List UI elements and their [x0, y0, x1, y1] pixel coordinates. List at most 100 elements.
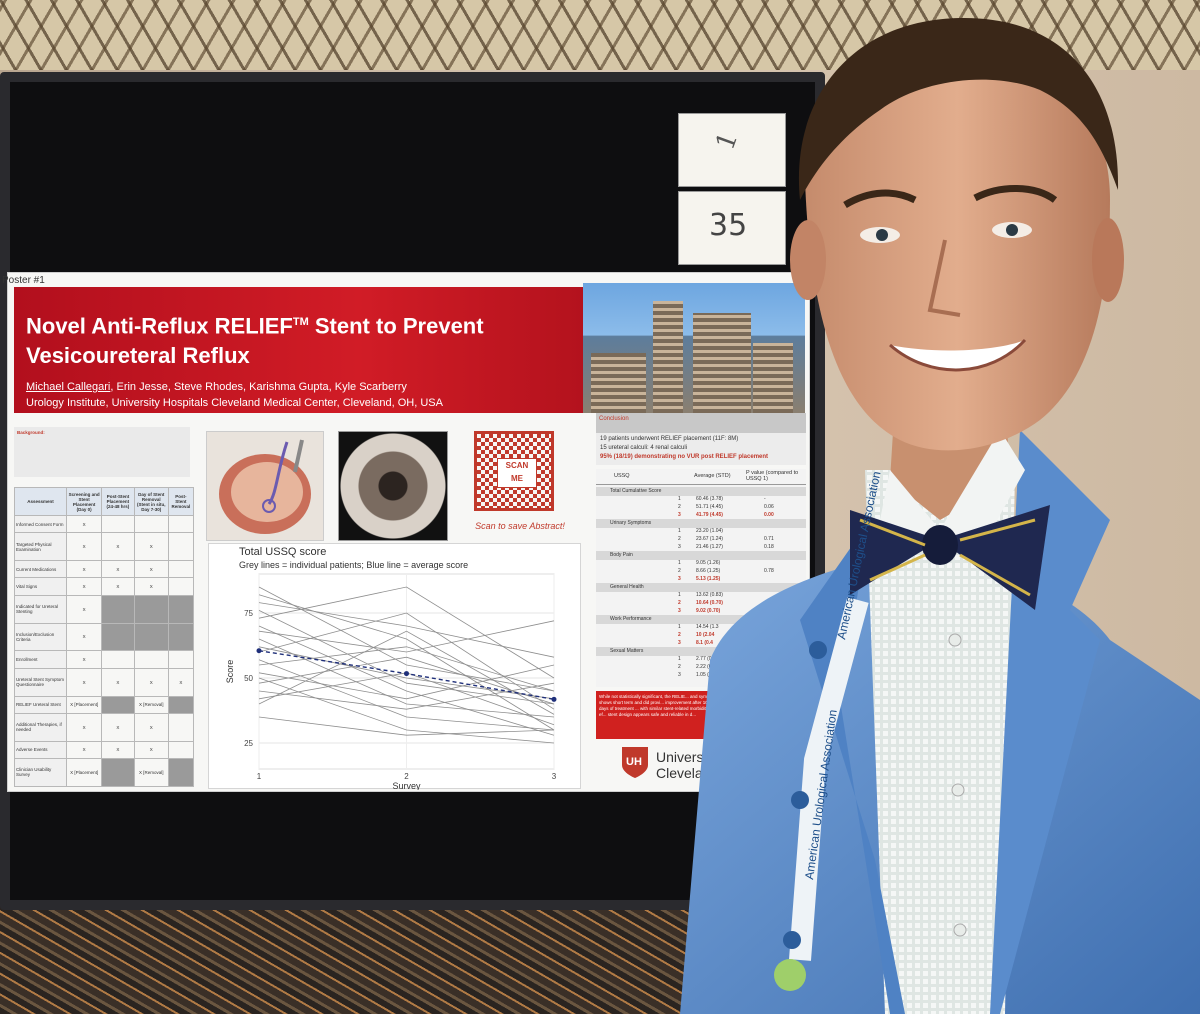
- assessment-cell: X: [65, 560, 103, 579]
- assessment-cell: Targeted Physical Examination: [14, 532, 67, 562]
- ussq-cell-avg: 9.05 (1.26): [696, 560, 721, 566]
- assessment-cell: X [Placement]: [65, 757, 103, 788]
- assessment-cell: [167, 594, 195, 624]
- qr-label: SCAN ME: [497, 458, 537, 488]
- assessment-row: Adverse Events X X X: [14, 740, 195, 759]
- assessment-row: Ureteral Stent Symptom Questionnaire X X X X: [14, 667, 195, 697]
- assessment-cell: X [Placement]: [65, 695, 103, 714]
- assessment-cell: [133, 650, 169, 669]
- coauthors: , Erin Jesse, Steve Rhodes, Karishma Gup…: [110, 381, 407, 393]
- patient-line: [258, 602, 555, 658]
- background-section: Background:: [14, 427, 190, 477]
- title-line1: Novel Anti-Reflux RELIEF: [26, 313, 293, 339]
- ussq-cell-n: 2: [678, 664, 681, 670]
- patient-line: [258, 620, 555, 653]
- ussq-cell-avg: 23.20 (1.04): [696, 528, 723, 534]
- ussq-cell-n: 1: [678, 656, 681, 662]
- ussq-row: 3 9.02 (0.70): [596, 607, 806, 616]
- ussq-row: 2 10.64 (0.70): [596, 599, 806, 608]
- assessment-cell: [101, 622, 135, 652]
- patient-line: [258, 656, 555, 705]
- assessment-col-header: Screening and Stent Placement (Day 0): [65, 487, 103, 516]
- assessment-table: Assessment Screening and Stent Placement …: [14, 487, 195, 788]
- patient-line: [258, 659, 555, 731]
- patient-line: [258, 716, 555, 736]
- assessment-cell: X: [65, 740, 103, 759]
- conclusion-line2: 15 ureteral calculi: 4 renal calculi: [600, 445, 688, 451]
- assessment-cell: X: [101, 712, 135, 742]
- assessment-cell: Vital Signs: [14, 577, 67, 596]
- presenter-person: American Urological Association American…: [680, 17, 1200, 1014]
- assessment-cell: [101, 594, 135, 624]
- ussq-section: Total Cumulative Score: [596, 487, 806, 496]
- assessment-cell: Clinician Usability Survey: [14, 757, 67, 788]
- patient-line: [258, 612, 555, 710]
- title-banner: Novel Anti-Reflux RELIEFTM Stent to Prev…: [14, 287, 589, 413]
- assessment-cell: [167, 695, 195, 714]
- ussq-cell-avg: 8.1 (0.4: [696, 640, 713, 646]
- average-point: [551, 696, 557, 702]
- ussq-cell-n: 2: [678, 536, 681, 542]
- qr-code[interactable]: SCAN ME: [474, 431, 554, 511]
- assessment-cell: [167, 712, 195, 742]
- conclusion-line1: 19 patients underwent RELIEF placement (…: [600, 436, 739, 442]
- assessment-row: RELIEF Ureteral Stent X [Placement] X [Rem…: [14, 695, 195, 714]
- anatomy-illustration: [206, 431, 324, 541]
- assessment-cell: [101, 695, 135, 714]
- ussq-cell-n: 1: [678, 624, 681, 630]
- assessment-cell: X [Removal]: [133, 757, 169, 788]
- assessment-cell: X: [65, 650, 103, 669]
- ussq-row: 1 60.46 (3.78) -: [596, 495, 806, 504]
- assessment-cell: Indicated for Ureteral Stenting: [14, 594, 67, 624]
- assessment-cell: [167, 740, 195, 759]
- ussq-h-p: P value (compared to USSQ 1): [746, 470, 799, 482]
- chart-plot: 25 50 75 1 2 3 Survey Score: [225, 573, 557, 790]
- assessment-row: Targeted Physical Examination X X X: [14, 532, 195, 562]
- ussq-section-label: Urinary Symptoms: [610, 520, 652, 526]
- number-card-top: 1: [678, 113, 786, 187]
- assessment-cell: RELIEF Ureteral Stent: [14, 695, 67, 714]
- assessment-cell: X: [133, 667, 169, 697]
- assessment-col-header: Assessment: [14, 487, 67, 516]
- ussq-row: 2 10 (2.04: [596, 631, 806, 640]
- ussq-cell-n: 2: [678, 504, 681, 510]
- assessment-cell: X: [133, 740, 169, 759]
- title-sup: TM: [292, 316, 309, 328]
- ussq-row: 3 5.13 (1.25): [596, 575, 806, 584]
- svg-text:UH: UH: [626, 756, 642, 768]
- assessment-cell: X: [133, 712, 169, 742]
- assessment-cell: X: [65, 667, 103, 697]
- assessment-cell: Current Medications: [14, 560, 67, 579]
- assessment-row: Inclusion/Exclusion Criteria X: [14, 622, 195, 652]
- average-point: [256, 648, 262, 654]
- y-tick-label: 75: [244, 609, 253, 618]
- x-tick-label: 2: [404, 772, 409, 781]
- ussq-section-label: Work Performance: [610, 616, 652, 622]
- x-axis-label: Survey: [392, 781, 421, 790]
- conclusion-header: Conclusion: [596, 413, 806, 435]
- ussq-row: 2 8.66 (1.25) 0.78: [596, 567, 806, 576]
- ussq-row: 3 8.1 (0.4: [596, 639, 806, 648]
- ussq-line-chart: Total USSQ score Grey lines = individual…: [208, 543, 581, 790]
- assessment-cell: X: [101, 560, 135, 579]
- number-card-bottom-text: 35: [709, 208, 748, 243]
- title-line2: Vesicoureteral Reflux: [26, 343, 250, 369]
- chart-subtitle: Grey lines = individual patients; Blue l…: [239, 560, 469, 570]
- y-axis-label: Score: [225, 660, 235, 684]
- assessment-col-header: Post-Stent Placement (24-48 hrs): [101, 487, 135, 516]
- assessment-cell: [101, 650, 135, 669]
- conclusion-box: 19 patients underwent RELIEF placement (…: [596, 433, 806, 465]
- assessment-cell: [133, 514, 169, 534]
- endoscopy-image: [338, 431, 448, 541]
- ussq-cell-n: 2: [678, 568, 681, 574]
- ussq-cell-avg: 2.22 (0.: [696, 664, 713, 670]
- ussq-cell-n: 1: [678, 560, 681, 566]
- ussq-section: Urinary Symptoms: [596, 519, 806, 528]
- y-tick-label: 25: [244, 739, 253, 748]
- assessment-cell: X: [167, 667, 195, 697]
- assessment-cell: Ureteral Stent Symptom Questionnaire: [14, 667, 67, 697]
- x-tick-label: 3: [552, 772, 557, 781]
- assessment-cell: X: [65, 622, 103, 652]
- ussq-section: Sexual Matters: [596, 647, 806, 656]
